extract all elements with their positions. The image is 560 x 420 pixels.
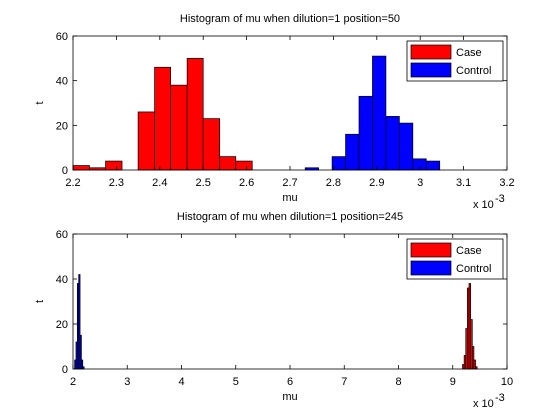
x-axis-label: mu <box>282 391 297 403</box>
chart-title: Histogram of mu when dilution=1 position… <box>177 211 403 223</box>
bars <box>74 274 478 370</box>
histogram-bar-case <box>219 156 237 171</box>
x-tick-label: 3 <box>124 376 130 388</box>
x-tick-label: 5 <box>233 376 239 388</box>
histogram-bar-case <box>235 160 253 171</box>
x-tick-label: 2.8 <box>326 177 341 189</box>
y-tick-label: 0 <box>62 364 68 376</box>
x-axis-label: mu <box>282 192 297 204</box>
legend-label-case: Case <box>456 245 482 257</box>
chart-panel-1: Histogram of mu when dilution=1 position… <box>34 13 515 211</box>
legend-label-control: Control <box>456 263 491 275</box>
x-tick-label: 8 <box>395 376 401 388</box>
histogram-bar-case <box>137 111 155 171</box>
legend-swatch-case <box>410 242 452 258</box>
x-tick-label: 10 <box>501 376 513 388</box>
histogram-bar-control <box>372 55 387 171</box>
x-tick-label: 2.7 <box>282 177 297 189</box>
histogram-bar-control <box>399 122 414 171</box>
x-tick-label: 3.2 <box>499 177 514 189</box>
y-tick-label: 20 <box>56 120 68 132</box>
legend: Case Control <box>406 238 504 280</box>
histogram-bar-case <box>186 57 204 171</box>
histogram-bar-control <box>345 133 360 171</box>
histogram-bar-case <box>170 84 188 171</box>
legend-swatch-case <box>410 44 452 60</box>
x-tick-label: 2.2 <box>65 177 80 189</box>
x-tick-label: 3 <box>417 177 423 189</box>
y-tick-label: 60 <box>56 229 68 241</box>
chart-title: Histogram of mu when dilution=1 position… <box>180 13 400 25</box>
x-tick-label: 2 <box>70 376 76 388</box>
y-tick-label: 40 <box>56 274 68 286</box>
y-axis-label: t <box>34 300 46 303</box>
histogram-bar-control <box>385 116 400 171</box>
x-tick-label: 3.1 <box>456 177 471 189</box>
y-tick-label: 0 <box>62 165 68 177</box>
x-scale-multiplier: x 10 -3 <box>473 392 505 410</box>
bars <box>72 55 441 171</box>
x-scale-multiplier: x 10 -3 <box>473 193 505 211</box>
x-tick-label: 4 <box>178 376 184 388</box>
histogram-bar-case <box>105 160 123 171</box>
x-tick-label: 9 <box>450 376 456 388</box>
legend: Case Control <box>406 40 504 82</box>
x-tick-label: 6 <box>287 376 293 388</box>
x-scale-base: x 10 <box>473 398 494 410</box>
x-tick-label: 2.9 <box>369 177 384 189</box>
legend-swatch-control <box>410 62 452 78</box>
histogram-bar-control <box>358 95 373 171</box>
legend-label-case: Case <box>456 47 482 59</box>
x-tick-label: 2.3 <box>109 177 124 189</box>
x-tick-label: 2.4 <box>152 177 167 189</box>
y-axis-label: t <box>34 101 46 104</box>
legend-label-control: Control <box>456 65 491 77</box>
histogram-bar-control <box>412 158 427 171</box>
x-scale-exponent: -3 <box>495 193 505 205</box>
y-tick-label: 40 <box>56 76 68 88</box>
x-scale-exponent: -3 <box>495 392 505 404</box>
y-tick-label: 60 <box>56 31 68 43</box>
histogram-bar-case <box>154 66 171 171</box>
histogram-bar-case <box>72 165 90 171</box>
histogram-bar-control <box>425 160 441 171</box>
chart-panel-2: Histogram of mu when dilution=1 position… <box>34 211 513 410</box>
x-tick-label: 2.6 <box>239 177 254 189</box>
histogram-bar-control <box>331 156 346 171</box>
legend-swatch-control <box>410 260 452 276</box>
x-scale-base: x 10 <box>473 199 494 211</box>
y-tick-label: 20 <box>56 319 68 331</box>
histogram-bar-case <box>202 118 221 171</box>
x-tick-label: 7 <box>341 376 347 388</box>
x-tick-label: 2.5 <box>196 177 211 189</box>
